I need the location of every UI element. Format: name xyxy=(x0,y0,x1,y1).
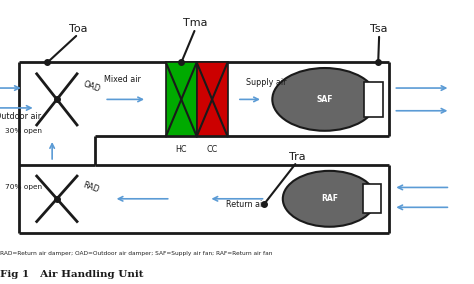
Circle shape xyxy=(283,171,376,227)
Text: HC: HC xyxy=(175,145,187,154)
Text: RAF: RAF xyxy=(321,194,338,203)
Text: 30% open: 30% open xyxy=(5,128,42,134)
Text: RAD=Return air damper; OAD=Outdoor air damper; SAF=Supply air fan; RAF=Return ai: RAD=Return air damper; OAD=Outdoor air d… xyxy=(0,251,273,256)
Text: Tra: Tra xyxy=(289,152,305,162)
Bar xyxy=(364,82,383,117)
Text: Fig 1   Air Handling Unit: Fig 1 Air Handling Unit xyxy=(0,270,144,279)
Text: Outdoor air: Outdoor air xyxy=(0,112,41,121)
Text: OAD: OAD xyxy=(82,79,101,94)
Text: Tsa: Tsa xyxy=(371,24,388,34)
Bar xyxy=(197,62,228,136)
Bar xyxy=(166,62,197,136)
Bar xyxy=(363,184,381,214)
Text: Toa: Toa xyxy=(69,24,88,34)
Text: CC: CC xyxy=(207,145,218,154)
Text: Tma: Tma xyxy=(183,18,208,28)
Text: Supply air: Supply air xyxy=(246,78,287,87)
Text: 70% open: 70% open xyxy=(5,184,42,191)
Text: RAD: RAD xyxy=(82,180,100,195)
Text: Mixed air: Mixed air xyxy=(104,75,141,84)
Text: SAF: SAF xyxy=(317,95,333,104)
Text: Return air: Return air xyxy=(226,200,265,209)
Circle shape xyxy=(272,68,377,131)
